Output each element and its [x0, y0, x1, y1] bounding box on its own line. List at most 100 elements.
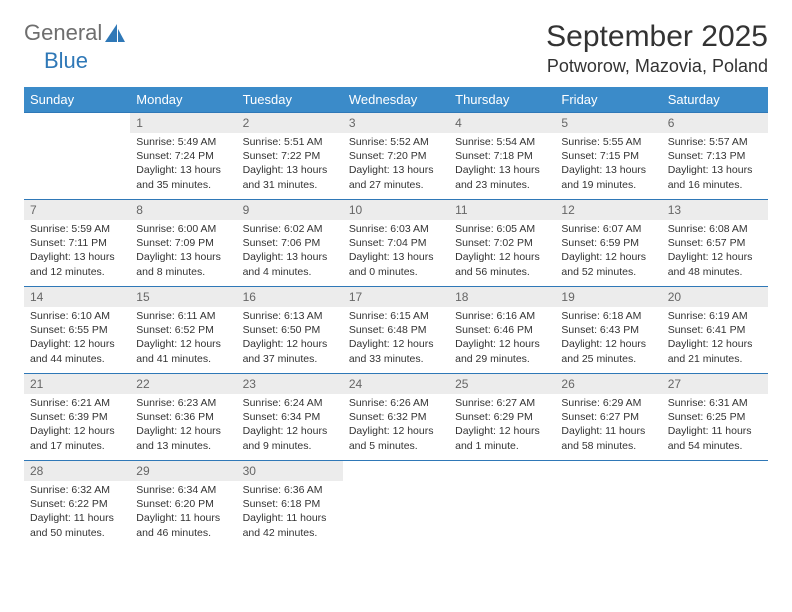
- calendar-day-cell: 15Sunrise: 6:11 AMSunset: 6:52 PMDayligh…: [130, 287, 236, 374]
- day-number: 2: [237, 113, 343, 133]
- day-info: Sunrise: 6:32 AMSunset: 6:22 PMDaylight:…: [24, 481, 130, 544]
- day-info: Sunrise: 6:34 AMSunset: 6:20 PMDaylight:…: [130, 481, 236, 544]
- day-number: 26: [555, 374, 661, 394]
- day-info: Sunrise: 6:23 AMSunset: 6:36 PMDaylight:…: [130, 394, 236, 457]
- day-info: Sunrise: 6:15 AMSunset: 6:48 PMDaylight:…: [343, 307, 449, 370]
- weekday-header: Tuesday: [237, 87, 343, 113]
- calendar-empty-cell: [555, 461, 661, 548]
- calendar-day-cell: 11Sunrise: 6:05 AMSunset: 7:02 PMDayligh…: [449, 200, 555, 287]
- calendar-day-cell: 16Sunrise: 6:13 AMSunset: 6:50 PMDayligh…: [237, 287, 343, 374]
- calendar-empty-cell: [24, 113, 130, 200]
- day-info: Sunrise: 6:29 AMSunset: 6:27 PMDaylight:…: [555, 394, 661, 457]
- day-info: Sunrise: 6:11 AMSunset: 6:52 PMDaylight:…: [130, 307, 236, 370]
- day-number: 5: [555, 113, 661, 133]
- weekday-header: Thursday: [449, 87, 555, 113]
- calendar-day-cell: 25Sunrise: 6:27 AMSunset: 6:29 PMDayligh…: [449, 374, 555, 461]
- calendar-day-cell: 28Sunrise: 6:32 AMSunset: 6:22 PMDayligh…: [24, 461, 130, 548]
- calendar-day-cell: 18Sunrise: 6:16 AMSunset: 6:46 PMDayligh…: [449, 287, 555, 374]
- calendar-day-cell: 2Sunrise: 5:51 AMSunset: 7:22 PMDaylight…: [237, 113, 343, 200]
- day-number: 9: [237, 200, 343, 220]
- day-number: 19: [555, 287, 661, 307]
- weekday-header: Sunday: [24, 87, 130, 113]
- weekday-header: Saturday: [662, 87, 768, 113]
- day-info: Sunrise: 6:36 AMSunset: 6:18 PMDaylight:…: [237, 481, 343, 544]
- calendar-day-cell: 6Sunrise: 5:57 AMSunset: 7:13 PMDaylight…: [662, 113, 768, 200]
- calendar-day-cell: 22Sunrise: 6:23 AMSunset: 6:36 PMDayligh…: [130, 374, 236, 461]
- day-info: Sunrise: 6:31 AMSunset: 6:25 PMDaylight:…: [662, 394, 768, 457]
- calendar-day-cell: 3Sunrise: 5:52 AMSunset: 7:20 PMDaylight…: [343, 113, 449, 200]
- day-number: 7: [24, 200, 130, 220]
- day-info: Sunrise: 6:24 AMSunset: 6:34 PMDaylight:…: [237, 394, 343, 457]
- calendar-day-cell: 1Sunrise: 5:49 AMSunset: 7:24 PMDaylight…: [130, 113, 236, 200]
- weekday-header: Friday: [555, 87, 661, 113]
- calendar-day-cell: 20Sunrise: 6:19 AMSunset: 6:41 PMDayligh…: [662, 287, 768, 374]
- day-number: 15: [130, 287, 236, 307]
- calendar-body: 1Sunrise: 5:49 AMSunset: 7:24 PMDaylight…: [24, 113, 768, 548]
- calendar-table: SundayMondayTuesdayWednesdayThursdayFrid…: [24, 87, 768, 547]
- day-number: 27: [662, 374, 768, 394]
- day-info: Sunrise: 6:13 AMSunset: 6:50 PMDaylight:…: [237, 307, 343, 370]
- day-info: Sunrise: 5:51 AMSunset: 7:22 PMDaylight:…: [237, 133, 343, 196]
- calendar-day-cell: 27Sunrise: 6:31 AMSunset: 6:25 PMDayligh…: [662, 374, 768, 461]
- day-info: Sunrise: 5:59 AMSunset: 7:11 PMDaylight:…: [24, 220, 130, 283]
- day-info: Sunrise: 6:18 AMSunset: 6:43 PMDaylight:…: [555, 307, 661, 370]
- calendar-day-cell: 21Sunrise: 6:21 AMSunset: 6:39 PMDayligh…: [24, 374, 130, 461]
- calendar-week-row: 1Sunrise: 5:49 AMSunset: 7:24 PMDaylight…: [24, 113, 768, 200]
- calendar-day-cell: 30Sunrise: 6:36 AMSunset: 6:18 PMDayligh…: [237, 461, 343, 548]
- calendar-day-cell: 29Sunrise: 6:34 AMSunset: 6:20 PMDayligh…: [130, 461, 236, 548]
- day-number: 22: [130, 374, 236, 394]
- calendar-day-cell: 23Sunrise: 6:24 AMSunset: 6:34 PMDayligh…: [237, 374, 343, 461]
- calendar-day-cell: 9Sunrise: 6:02 AMSunset: 7:06 PMDaylight…: [237, 200, 343, 287]
- day-number: 10: [343, 200, 449, 220]
- day-number: 3: [343, 113, 449, 133]
- calendar-week-row: 7Sunrise: 5:59 AMSunset: 7:11 PMDaylight…: [24, 200, 768, 287]
- calendar-day-cell: 13Sunrise: 6:08 AMSunset: 6:57 PMDayligh…: [662, 200, 768, 287]
- month-title: September 2025: [546, 20, 768, 54]
- calendar-week-row: 28Sunrise: 6:32 AMSunset: 6:22 PMDayligh…: [24, 461, 768, 548]
- day-number: 4: [449, 113, 555, 133]
- day-number: 6: [662, 113, 768, 133]
- location-subtitle: Potworow, Mazovia, Poland: [546, 56, 768, 77]
- day-number: 24: [343, 374, 449, 394]
- day-info: Sunrise: 5:57 AMSunset: 7:13 PMDaylight:…: [662, 133, 768, 196]
- day-number: 29: [130, 461, 236, 481]
- day-info: Sunrise: 6:26 AMSunset: 6:32 PMDaylight:…: [343, 394, 449, 457]
- day-info: Sunrise: 6:27 AMSunset: 6:29 PMDaylight:…: [449, 394, 555, 457]
- day-info: Sunrise: 6:05 AMSunset: 7:02 PMDaylight:…: [449, 220, 555, 283]
- day-number: 21: [24, 374, 130, 394]
- calendar-day-cell: 24Sunrise: 6:26 AMSunset: 6:32 PMDayligh…: [343, 374, 449, 461]
- logo-text-1: General: [24, 20, 102, 46]
- day-info: Sunrise: 6:07 AMSunset: 6:59 PMDaylight:…: [555, 220, 661, 283]
- day-info: Sunrise: 5:55 AMSunset: 7:15 PMDaylight:…: [555, 133, 661, 196]
- day-info: Sunrise: 6:19 AMSunset: 6:41 PMDaylight:…: [662, 307, 768, 370]
- day-number: 14: [24, 287, 130, 307]
- day-info: Sunrise: 5:52 AMSunset: 7:20 PMDaylight:…: [343, 133, 449, 196]
- day-info: Sunrise: 6:16 AMSunset: 6:46 PMDaylight:…: [449, 307, 555, 370]
- logo-sail-icon: [104, 23, 126, 43]
- calendar-week-row: 14Sunrise: 6:10 AMSunset: 6:55 PMDayligh…: [24, 287, 768, 374]
- day-number: 25: [449, 374, 555, 394]
- day-number: 28: [24, 461, 130, 481]
- calendar-day-cell: 4Sunrise: 5:54 AMSunset: 7:18 PMDaylight…: [449, 113, 555, 200]
- calendar-empty-cell: [662, 461, 768, 548]
- title-block: September 2025 Potworow, Mazovia, Poland: [546, 20, 768, 77]
- calendar-day-cell: 26Sunrise: 6:29 AMSunset: 6:27 PMDayligh…: [555, 374, 661, 461]
- calendar-day-cell: 14Sunrise: 6:10 AMSunset: 6:55 PMDayligh…: [24, 287, 130, 374]
- day-info: Sunrise: 6:10 AMSunset: 6:55 PMDaylight:…: [24, 307, 130, 370]
- day-number: 20: [662, 287, 768, 307]
- day-info: Sunrise: 6:03 AMSunset: 7:04 PMDaylight:…: [343, 220, 449, 283]
- calendar-empty-cell: [343, 461, 449, 548]
- day-number: 13: [662, 200, 768, 220]
- logo: General: [24, 20, 126, 46]
- day-number: 16: [237, 287, 343, 307]
- weekday-header: Wednesday: [343, 87, 449, 113]
- day-info: Sunrise: 6:02 AMSunset: 7:06 PMDaylight:…: [237, 220, 343, 283]
- day-info: Sunrise: 6:00 AMSunset: 7:09 PMDaylight:…: [130, 220, 236, 283]
- day-number: 8: [130, 200, 236, 220]
- day-info: Sunrise: 5:54 AMSunset: 7:18 PMDaylight:…: [449, 133, 555, 196]
- calendar-day-cell: 7Sunrise: 5:59 AMSunset: 7:11 PMDaylight…: [24, 200, 130, 287]
- day-info: Sunrise: 6:21 AMSunset: 6:39 PMDaylight:…: [24, 394, 130, 457]
- calendar-page: General September 2025 Potworow, Mazovia…: [0, 0, 792, 547]
- day-info: Sunrise: 5:49 AMSunset: 7:24 PMDaylight:…: [130, 133, 236, 196]
- calendar-day-cell: 19Sunrise: 6:18 AMSunset: 6:43 PMDayligh…: [555, 287, 661, 374]
